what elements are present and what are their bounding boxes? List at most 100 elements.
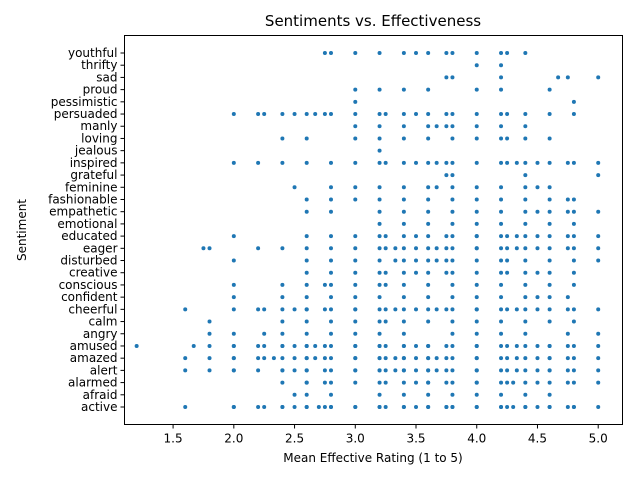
point-conscious — [377, 282, 382, 287]
point-alarmed — [328, 380, 333, 385]
point-amused — [426, 343, 431, 348]
point-eager — [280, 246, 285, 251]
point-amazed — [328, 356, 333, 361]
point-alarmed — [377, 380, 382, 385]
point-eager — [571, 246, 576, 251]
point-conscious — [231, 282, 236, 287]
point-creative — [328, 270, 333, 275]
point-empathetic — [450, 209, 455, 214]
point-inspired — [596, 160, 601, 165]
point-confident — [450, 295, 455, 300]
point-fashionable — [401, 197, 406, 202]
point-alert — [523, 368, 528, 373]
point-educated — [383, 234, 388, 239]
point-active — [450, 405, 455, 409]
point-disturbed — [499, 258, 504, 263]
point-alarmed — [596, 380, 601, 385]
point-persuaded — [426, 112, 431, 117]
point-amazed — [571, 356, 576, 361]
point-eager — [393, 246, 398, 251]
point-emotional — [499, 221, 504, 226]
point-amused — [134, 343, 139, 348]
point-eager — [328, 246, 333, 251]
point-amazed — [596, 356, 601, 361]
y-tick-label-educated: educated — [61, 229, 117, 243]
point-persuaded — [292, 112, 297, 117]
y-tick-label-manly: manly — [80, 119, 117, 133]
point-pessimistic — [571, 99, 576, 104]
point-grateful — [523, 173, 528, 178]
point-alarmed — [511, 380, 516, 385]
point-amused — [207, 343, 212, 348]
point-alert — [444, 368, 449, 373]
point-cheerful — [322, 307, 327, 312]
y-tick-label-sad: sad — [96, 70, 117, 84]
point-inspired — [444, 160, 449, 165]
point-manly — [450, 124, 455, 129]
point-cheerful — [414, 307, 419, 312]
point-persuaded — [414, 112, 419, 117]
point-conscious — [328, 282, 333, 287]
point-youthful — [377, 51, 382, 55]
point-calm — [304, 319, 309, 324]
y-tick-label-empathetic: empathetic — [49, 205, 117, 219]
point-active — [304, 405, 309, 409]
point-educated — [505, 234, 510, 239]
point-confident — [280, 295, 285, 300]
point-amazed — [505, 356, 510, 361]
point-cheerful — [499, 307, 504, 312]
point-sad — [596, 75, 601, 80]
point-alert — [571, 368, 576, 373]
point-eager — [426, 246, 431, 251]
point-afraid — [328, 392, 333, 397]
point-feminine — [474, 185, 479, 190]
point-alert — [426, 368, 431, 373]
point-amused — [523, 343, 528, 348]
point-amused — [191, 343, 196, 348]
point-disturbed — [393, 258, 398, 263]
point-active — [353, 405, 358, 409]
point-inspired — [535, 160, 540, 165]
point-eager — [596, 246, 601, 251]
point-educated — [401, 234, 406, 239]
point-eager — [207, 246, 212, 251]
point-cheerful — [426, 307, 431, 312]
y-tick-label-persuaded: persuaded — [54, 107, 118, 121]
point-angry — [377, 331, 382, 336]
point-loving — [377, 136, 382, 141]
point-active — [328, 405, 333, 409]
point-confident — [523, 295, 528, 300]
point-amused — [571, 343, 576, 348]
point-alarmed — [444, 380, 449, 385]
point-amazed — [426, 356, 431, 361]
point-educated — [474, 234, 479, 239]
point-angry — [474, 331, 479, 336]
point-amused — [304, 343, 309, 348]
point-sad — [499, 75, 504, 80]
point-persuaded — [280, 112, 285, 117]
point-conscious — [426, 282, 431, 287]
point-emotional — [401, 221, 406, 226]
point-alert — [322, 368, 327, 373]
point-feminine — [426, 185, 431, 190]
point-grateful — [450, 173, 455, 178]
point-youthful — [322, 51, 327, 55]
point-alert — [328, 368, 333, 373]
point-educated — [596, 234, 601, 239]
point-amused — [474, 343, 479, 348]
point-loving — [523, 136, 528, 141]
point-youthful — [523, 51, 528, 55]
y-tick-label-loving: loving — [81, 131, 117, 145]
point-conscious — [401, 282, 406, 287]
point-fashionable — [328, 197, 333, 202]
x-axis-label: Mean Effective Rating (1 to 5) — [283, 451, 463, 465]
point-calm — [377, 319, 382, 324]
point-amazed — [474, 356, 479, 361]
point-feminine — [434, 185, 439, 190]
point-empathetic — [571, 209, 576, 214]
point-amused — [450, 343, 455, 348]
point-alarmed — [505, 380, 510, 385]
point-emotional — [571, 221, 576, 226]
y-tick-label-youthful: youthful — [68, 46, 118, 60]
point-manly — [499, 124, 504, 129]
